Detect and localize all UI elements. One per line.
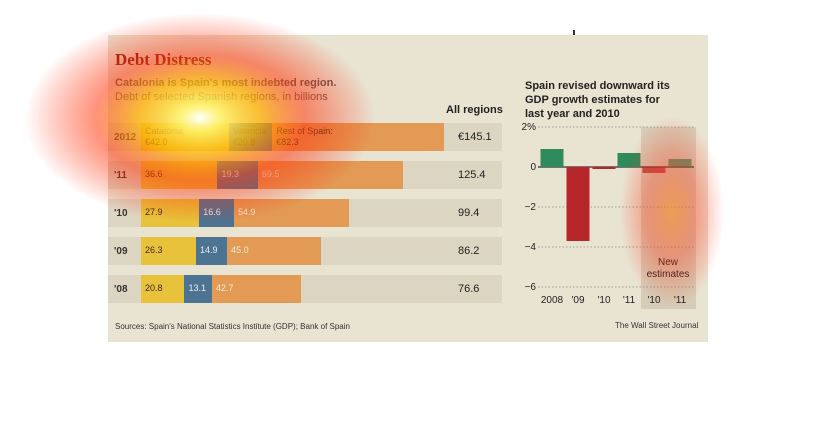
y-tick-label: 0 [530,162,536,173]
y-tick-label: −2 [525,202,537,213]
debt-total-label: 86.2 [458,245,480,257]
x-tick-label: '10 [597,295,610,306]
debt-value-label: 20.8 [145,283,163,293]
debt-total-label: 76.6 [458,283,480,295]
debt-total-label: 125.4 [458,169,486,181]
debt-total-label: 99.4 [458,207,480,219]
x-tick-label: '09 [571,295,584,306]
debt-value-label: 14.9 [199,245,218,255]
gdp-bar [617,153,641,167]
gdp-bar [592,167,616,169]
debt-year-label: '08 [114,284,128,295]
gdp-bar [668,159,692,167]
debt-bar-segment: 20.8 [141,275,185,303]
all-regions-header: All regions [446,104,503,116]
annotation-line-1: New [658,257,679,268]
annotation-line-2: estimates [647,269,690,280]
gdp-bar [642,167,666,173]
source-note: Sources: Spain's National Statistics Ins… [115,322,350,331]
gdp-chart-title: Spain revised downward its GDP growth es… [525,80,670,120]
debt-bar-segment: 45.0 [227,237,322,265]
debt-bar-segment: 14.9 [195,237,228,265]
debt-total-label: €145.1 [458,131,492,143]
gdp-bar [540,149,564,167]
chart-panel: Debt Distress Catalonia is Spain's most … [108,35,708,342]
credit-note: The Wall Street Journal [615,321,699,330]
y-tick-label: −4 [525,242,537,253]
debt-value-label: 45.0 [231,245,249,255]
debt-year-label: '09 [114,246,128,257]
debt-value-label: 42.7 [215,283,234,293]
top-mark [573,30,575,35]
debt-bar-segment: 13.1 [184,275,212,303]
debt-value-label: 13.1 [188,283,206,293]
gdp-bar [566,167,590,241]
estimate-band [641,127,696,309]
debt-value-label: 26.3 [145,245,163,255]
debt-bar-segment: 42.7 [211,275,302,303]
y-tick-label: 2% [522,122,537,133]
x-tick-label: '11 [623,295,636,306]
x-tick-label: 2008 [541,295,564,306]
x-tick-label: '10 [647,295,660,306]
debt-bar-segment: 26.3 [141,237,196,265]
y-tick-label: −6 [525,282,537,293]
x-tick-label: '11 [674,295,687,306]
